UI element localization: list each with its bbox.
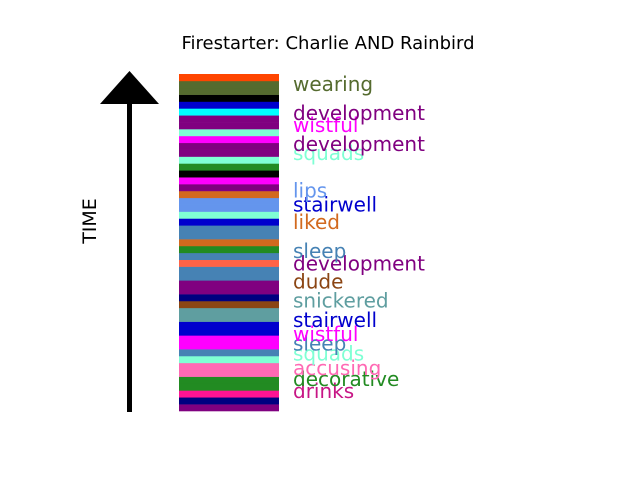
time-axis: TIME	[79, 71, 159, 412]
color-stack	[179, 74, 279, 412]
stack-band	[179, 142, 279, 150]
stack-band	[179, 287, 279, 295]
stack-band	[179, 280, 279, 288]
word-label: liked	[293, 210, 340, 234]
word-label: stairwell	[293, 192, 377, 216]
stack-band	[179, 156, 279, 164]
stack-band	[179, 190, 279, 199]
stack-band	[179, 404, 279, 412]
stack-band	[179, 376, 279, 384]
stack-band	[179, 108, 279, 116]
stack-band	[179, 101, 279, 109]
word-label: development	[293, 132, 425, 156]
stack-band	[179, 115, 279, 123]
stack-band	[179, 184, 279, 192]
word-label: sleep	[293, 332, 346, 356]
stack-band	[179, 307, 279, 316]
stack-band	[179, 87, 279, 95]
stack-band	[179, 362, 279, 371]
stack-band	[179, 211, 279, 219]
stack-band	[179, 122, 279, 130]
stack-band	[179, 232, 279, 240]
stack-band	[179, 74, 279, 82]
stack-band	[179, 197, 279, 205]
word-label: squads	[293, 141, 364, 165]
stack-band	[179, 397, 279, 405]
stack-band	[179, 335, 279, 343]
stack-band	[179, 177, 279, 185]
stack-band	[179, 239, 279, 247]
stack-band	[179, 314, 279, 322]
stack-band	[179, 129, 279, 137]
word-label: squads	[293, 342, 364, 366]
stack-band	[179, 273, 279, 281]
stack-band	[179, 218, 279, 226]
word-label: sleep	[293, 239, 346, 263]
stack-band	[179, 390, 279, 398]
stack-band	[179, 204, 279, 212]
word-label: lips	[293, 178, 327, 202]
word-label: wearing	[293, 72, 373, 96]
stack-band	[179, 252, 279, 260]
stack-band	[179, 225, 279, 233]
word-label: drinks	[293, 379, 354, 403]
time-axis-label: TIME	[79, 198, 101, 245]
stack-band	[179, 94, 279, 102]
stack-band	[179, 170, 279, 178]
stack-band	[179, 266, 279, 274]
word-labels: drinksdecorativeaccusingsquadssleepwistf…	[293, 72, 425, 403]
word-label: development	[293, 251, 425, 275]
stack-band	[179, 245, 279, 254]
stack-band	[179, 163, 279, 171]
stack-band	[179, 349, 279, 357]
stack-band	[179, 328, 279, 336]
stack-band	[179, 321, 279, 329]
word-label: dude	[293, 270, 343, 294]
word-label: accusing	[293, 356, 381, 380]
word-label: wistful	[293, 322, 358, 346]
word-label: wistful	[293, 113, 358, 137]
stack-band	[179, 383, 279, 391]
stack-band	[179, 300, 279, 309]
chart-title: Firestarter: Charlie AND Rainbird	[181, 33, 474, 54]
word-label: decorative	[293, 367, 399, 391]
stack-band	[179, 355, 279, 364]
stack-band	[179, 294, 279, 302]
word-label: stairwell	[293, 308, 377, 332]
word-label: development	[293, 101, 425, 125]
stack-band	[179, 342, 279, 350]
stack-band	[179, 149, 279, 157]
time-arrowhead	[100, 71, 159, 104]
stack-band	[179, 80, 279, 89]
word-label: snickered	[293, 289, 389, 313]
stack-band	[179, 259, 279, 267]
stack-band	[179, 135, 279, 144]
stack-band	[179, 369, 279, 377]
